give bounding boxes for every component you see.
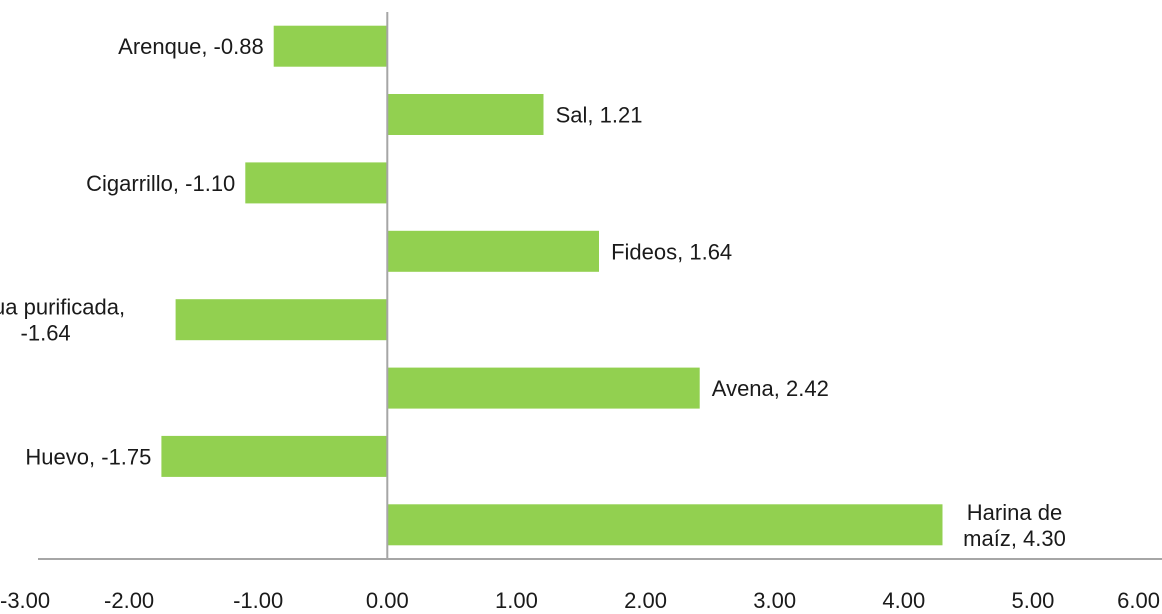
- bar-1: [273, 25, 388, 67]
- bar-5: [175, 299, 388, 341]
- x-tick-label: 1.00: [495, 588, 538, 613]
- bar-4: [387, 230, 599, 272]
- x-tick-label: 3.00: [753, 588, 796, 613]
- x-tick-label: 5.00: [1011, 588, 1054, 613]
- data-label-7: Huevo, -1.75: [25, 444, 151, 469]
- axes-group: [38, 12, 1162, 560]
- x-tick-label: -2.00: [104, 588, 154, 613]
- x-tick-label: 2.00: [624, 588, 667, 613]
- data-label-1: Arenque, -0.88: [118, 34, 264, 59]
- data-label-4: Fideos, 1.64: [611, 239, 732, 264]
- x-tick-label: 0.00: [366, 588, 409, 613]
- x-tick-label: 6.00: [1117, 588, 1160, 613]
- data-label-8: Harina de maíz, 4.30: [963, 500, 1066, 551]
- bar-6: [387, 367, 700, 409]
- bar-3: [245, 162, 388, 204]
- bar-8: [387, 504, 943, 546]
- data-labels-group: Arenque, -0.88 Sal, 1.21 Cigarrillo, -1.10…: [0, 34, 1066, 551]
- x-tick-labels-group: -3.00 -2.00 -1.00 0.00 1.00 2.00 3.00 4.00 5.00 6…: [0, 588, 1160, 613]
- x-tick-label: -1.00: [233, 588, 283, 613]
- data-label-2: Sal, 1.21: [556, 103, 643, 128]
- x-tick-label: -3.00: [0, 588, 50, 613]
- data-label-5: Agua purificada,-1.64: [0, 295, 125, 346]
- x-tick-label: 4.00: [882, 588, 925, 613]
- data-label-6: Avena, 2.42: [712, 376, 829, 401]
- bar-7: [161, 435, 388, 477]
- data-label-3: Cigarrillo, -1.10: [86, 171, 235, 196]
- bar-2: [387, 94, 544, 135]
- bars-group: [161, 25, 943, 546]
